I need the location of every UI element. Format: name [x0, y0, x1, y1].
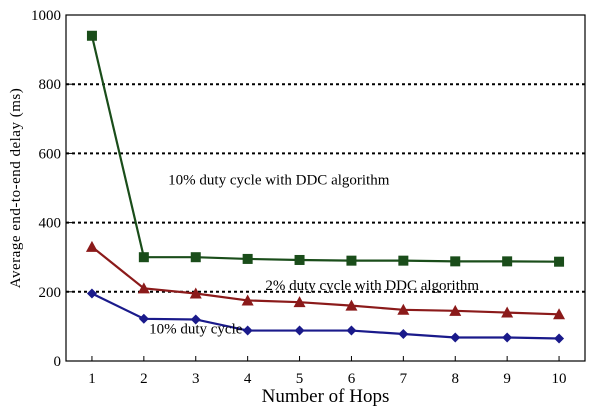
data-point-diamond [346, 325, 357, 336]
x-axis-ticks: 1 2 3 4 5 6 7 8 9 10 [88, 356, 567, 387]
data-point-diamond [554, 333, 565, 344]
data-point-triangle [449, 304, 462, 316]
y-axis-ticks: 0 200 400 600 800 1000 [31, 8, 72, 370]
data-point-triangle [137, 282, 150, 294]
series-lines [90, 35, 560, 340]
data-point-diamond [294, 325, 305, 336]
annotations: 10% duty cycle with DDC algorithm 2% duty… [149, 173, 479, 338]
data-point-square [502, 256, 513, 267]
y-tick-label: 200 [39, 285, 62, 301]
series-line [91, 245, 560, 316]
x-tick-label: 7 [400, 371, 408, 387]
data-point-square [242, 253, 253, 264]
data-point-square [294, 254, 305, 265]
data-point-diamond [138, 313, 149, 324]
data-point-triangle [345, 299, 358, 311]
data-point-triangle [189, 287, 202, 299]
data-point-square [86, 30, 97, 41]
x-tick-label: 9 [503, 371, 511, 387]
x-tick-label: 10 [552, 371, 567, 387]
series-line [90, 35, 560, 263]
x-tick-label: 6 [348, 371, 356, 387]
x-tick-label: 1 [88, 371, 96, 387]
y-axis-label: Average end-to-end delay (ms) [8, 88, 24, 288]
data-point-triangle [241, 294, 254, 306]
grid-lines [66, 83, 585, 293]
data-point-diamond [190, 314, 201, 325]
y-tick-label: 600 [39, 146, 62, 162]
y-tick-label: 400 [39, 216, 62, 232]
series-line [91, 292, 560, 340]
x-tick-label: 4 [244, 371, 252, 387]
data-point-square [398, 255, 409, 266]
data-point-square [554, 256, 565, 267]
y-tick-label: 800 [39, 77, 62, 93]
data-point-square [190, 252, 201, 263]
series-annotation: 10% duty cycle with DDC algorithm [168, 173, 390, 189]
series-annotation: 10% duty cycle [149, 321, 243, 337]
data-point-diamond [242, 325, 253, 336]
series-annotation: 2% duty cycle with DDC algorithm [265, 278, 479, 294]
data-point-triangle [553, 308, 566, 320]
x-tick-label: 5 [296, 371, 304, 387]
x-tick-label: 8 [452, 371, 460, 387]
data-point-triangle [293, 296, 306, 308]
data-point-diamond [450, 332, 461, 343]
data-point-diamond [86, 288, 97, 299]
plot-frame [65, 14, 586, 362]
data-point-square [346, 255, 357, 266]
y-tick-label: 0 [54, 354, 62, 370]
data-point-square [450, 256, 461, 267]
x-tick-label: 2 [140, 371, 148, 387]
x-axis-label: Number of Hops [262, 386, 390, 407]
y-tick-label: 1000 [31, 8, 61, 24]
data-point-diamond [502, 332, 513, 343]
data-point-diamond [398, 329, 409, 340]
data-point-triangle [501, 306, 514, 318]
data-point-triangle [397, 303, 410, 315]
series-markers [85, 30, 566, 344]
data-point-triangle [85, 240, 98, 252]
data-point-square [138, 252, 149, 263]
x-tick-label: 3 [192, 371, 200, 387]
